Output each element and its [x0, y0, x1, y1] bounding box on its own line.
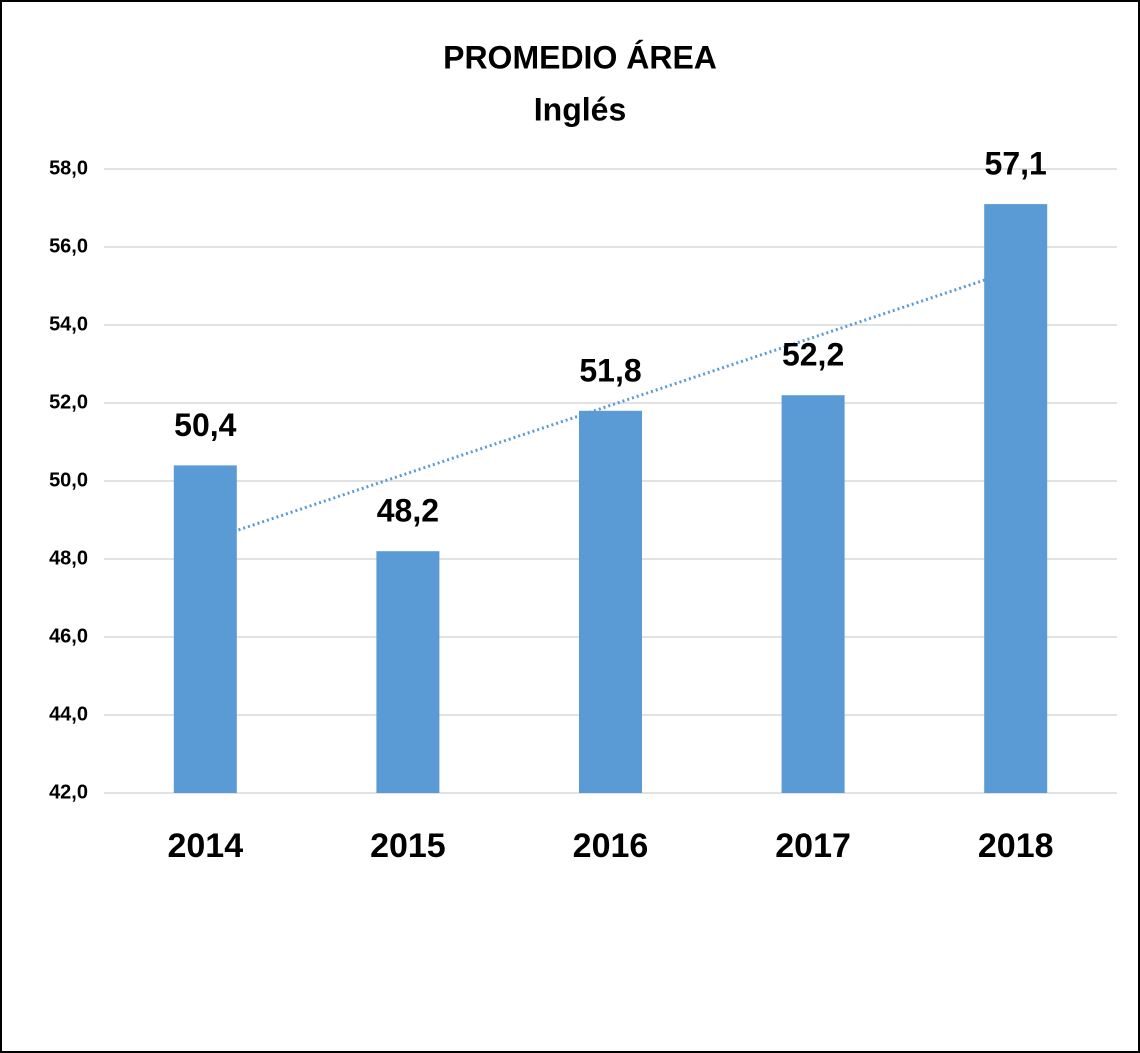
- x-tick-label: 2015: [370, 827, 446, 865]
- y-tick-label: 54,0: [49, 313, 88, 335]
- y-tick-label: 42,0: [49, 781, 88, 803]
- x-tick-label: 2018: [978, 827, 1054, 865]
- value-label: 50,4: [174, 407, 236, 443]
- x-tick-label: 2016: [573, 827, 649, 865]
- value-label: 52,2: [782, 337, 844, 373]
- value-label: 48,2: [377, 493, 439, 529]
- y-tick-label: 58,0: [49, 157, 88, 179]
- y-tick-label: 48,0: [49, 547, 88, 569]
- y-tick-label: 50,0: [49, 469, 88, 491]
- chart-subtitle: Inglés: [534, 91, 626, 127]
- value-label: 51,8: [579, 352, 641, 388]
- chart-title: PROMEDIO ÁREA: [443, 39, 717, 75]
- bar: [984, 204, 1048, 794]
- value-label: 57,1: [985, 146, 1047, 182]
- bar: [173, 465, 237, 793]
- y-tick-label: 56,0: [49, 235, 88, 257]
- x-tick-label: 2014: [167, 827, 243, 865]
- y-tick-label: 52,0: [49, 391, 88, 413]
- x-tick-label: 2017: [775, 827, 851, 865]
- bar: [781, 395, 845, 793]
- bar: [376, 551, 440, 793]
- bar: [579, 410, 642, 793]
- y-tick-label: 44,0: [49, 703, 88, 725]
- y-tick-label: 46,0: [49, 625, 88, 647]
